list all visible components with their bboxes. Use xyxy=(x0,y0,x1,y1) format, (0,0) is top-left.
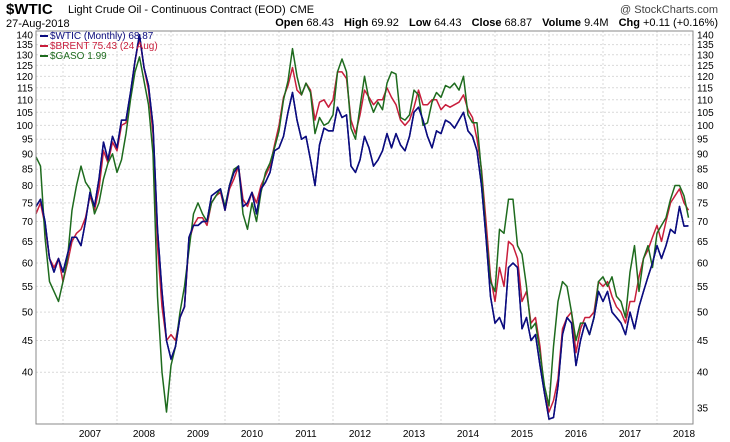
y-tick-label-left: 70 xyxy=(22,217,34,228)
x-tick-label: 2017 xyxy=(619,429,642,440)
chart-title: Light Crude Oil - Continuous Contract (E… xyxy=(68,4,314,16)
y-tick-label-right: 65 xyxy=(697,237,709,248)
x-tick-label: 2012 xyxy=(349,429,372,440)
ohlc-low-label: Low xyxy=(408,17,431,29)
ohlc-close-label: Close xyxy=(471,17,502,29)
y-tick-label-right: 100 xyxy=(697,121,714,132)
y-tick-label-left: 40 xyxy=(22,368,34,379)
series-line-2 xyxy=(35,47,690,413)
y-tick-label-right: 120 xyxy=(697,72,714,83)
y-tick-label-right: 135 xyxy=(697,40,714,51)
y-tick-label-left: 45 xyxy=(22,336,34,347)
legend-label: $GASO 1.99 xyxy=(50,51,107,62)
legend-label: $BRENT 75.43 (24 Aug) xyxy=(50,41,158,52)
y-tick-label-left: 65 xyxy=(22,237,34,248)
x-tick-label: 2011 xyxy=(295,429,317,440)
y-tick-label-left: 135 xyxy=(16,40,33,51)
y-tick-label-left: 105 xyxy=(16,108,33,119)
y-tick-label-right: 45 xyxy=(697,336,709,347)
x-tick-label: 2009 xyxy=(187,429,210,440)
y-tick-label-left: 80 xyxy=(22,181,34,192)
y-tick-label-left: 125 xyxy=(16,61,33,72)
y-tick-label-right: 80 xyxy=(697,181,709,192)
plot-area xyxy=(36,31,693,424)
ohlc-change-value: +0.11 (+0.16%) xyxy=(642,17,718,29)
x-tick-label: 2014 xyxy=(457,429,480,440)
y-tick-label-right: 110 xyxy=(697,95,713,106)
ohlc-high-value: 69.92 xyxy=(371,17,399,29)
x-tick-label: 2013 xyxy=(403,429,426,440)
y-tick-label-right: 90 xyxy=(697,149,709,160)
x-tick-label: 2007 xyxy=(79,429,102,440)
y-tick-label-left: 115 xyxy=(17,83,33,94)
y-tick-label-right: 115 xyxy=(697,83,713,94)
y-tick-label-left: 90 xyxy=(22,149,34,160)
y-tick-label-left: 85 xyxy=(22,165,34,176)
y-tick-label-left: 100 xyxy=(16,121,33,132)
y-tick-label-left: 140 xyxy=(16,30,33,41)
y-tick-label-right: 130 xyxy=(697,50,714,61)
y-tick-label-left: 110 xyxy=(17,95,33,106)
chart-date: 27-Aug-2018 xyxy=(6,18,70,30)
ohlc-volume-value: 9.4M xyxy=(584,17,609,29)
watermark: @ StockCharts.com xyxy=(620,4,718,16)
y-tick-label-right: 75 xyxy=(697,198,709,209)
x-tick-label: 2015 xyxy=(511,429,534,440)
y-tick-label-right: 55 xyxy=(697,282,709,293)
ohlc-open-label: Open xyxy=(275,17,304,29)
y-tick-label-right: 40 xyxy=(697,368,709,379)
ohlc-open-value: 68.43 xyxy=(306,17,334,29)
y-tick-label-right: 125 xyxy=(697,61,714,72)
chart-symbol: $WTIC xyxy=(6,1,53,18)
y-tick-label-right: 85 xyxy=(697,165,709,176)
ohlc-change-label: Chg xyxy=(618,17,640,29)
x-tick-label: 2010 xyxy=(241,429,264,440)
plot-border xyxy=(35,30,694,425)
y-tick-label-right: 35 xyxy=(697,404,709,415)
legend-label: $WTIC (Monthly) 68.87 xyxy=(50,31,154,42)
ohlc-low-value: 64.43 xyxy=(433,17,462,29)
x-tick-label: 2018 xyxy=(673,429,696,440)
y-tick-label-right: 95 xyxy=(697,135,709,146)
y-tick-label-left: 75 xyxy=(22,198,34,209)
y-tick-label-left: 120 xyxy=(16,72,33,83)
y-tick-label-left: 130 xyxy=(16,50,33,61)
y-tick-label-right: 140 xyxy=(697,30,714,41)
x-tick-label: 2008 xyxy=(133,429,156,440)
y-tick-label-left: 50 xyxy=(22,308,34,319)
ohlc-volume-label: Volume xyxy=(542,17,582,29)
y-tick-label-left: 60 xyxy=(22,259,34,270)
ohlc-high-label: High xyxy=(343,17,369,29)
ohlc-bar: Open 68.43 High 69.92 Low 64.43 Close 68.87 … xyxy=(268,17,718,29)
y-tick-label-right: 105 xyxy=(697,108,714,119)
x-tick-label: 2016 xyxy=(565,429,588,440)
y-tick-label-right: 70 xyxy=(697,217,709,228)
chart-title-text: Light Crude Oil - Continuous Contract (E… xyxy=(68,4,286,16)
y-tick-label-left: 95 xyxy=(22,135,34,146)
series-line-primary-overlay xyxy=(35,34,689,420)
y-tick-label-right: 50 xyxy=(697,308,709,319)
y-tick-label-left: 55 xyxy=(22,282,34,293)
y-tick-label-right: 60 xyxy=(697,259,709,270)
exchange-label: CME xyxy=(289,4,315,16)
ohlc-close-value: 68.87 xyxy=(504,17,533,29)
